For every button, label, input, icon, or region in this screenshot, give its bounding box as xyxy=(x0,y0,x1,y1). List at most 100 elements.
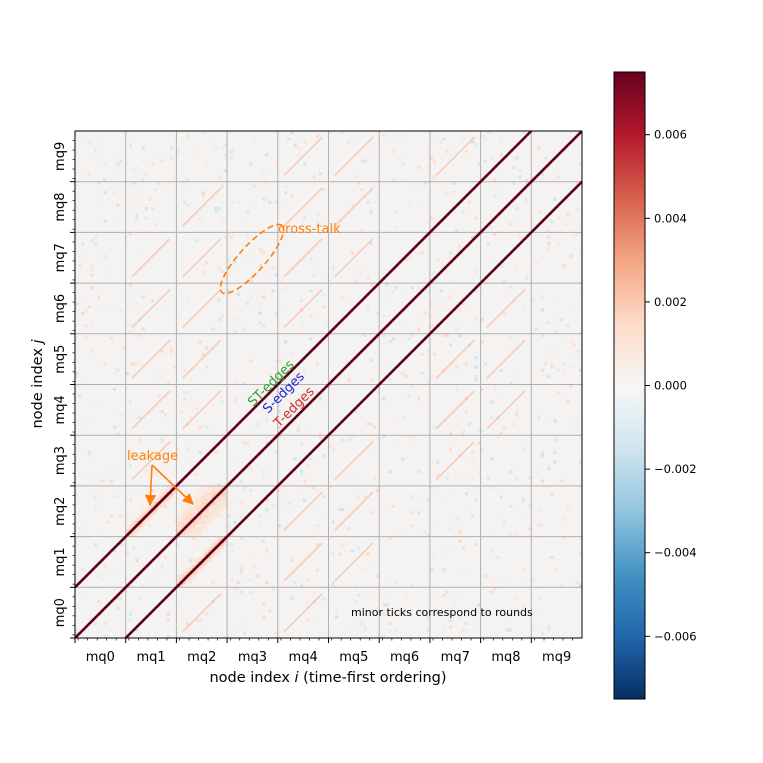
band-cell xyxy=(415,296,417,298)
noise-cell xyxy=(429,603,434,607)
band-cell xyxy=(126,635,129,637)
band-cell xyxy=(473,238,475,240)
band-cell xyxy=(274,436,277,439)
noise-cell xyxy=(252,184,256,189)
band-cell xyxy=(409,251,411,254)
leakage-cell xyxy=(192,508,196,512)
band-cell xyxy=(191,520,193,522)
leakage-cell xyxy=(166,489,171,493)
noise-cell xyxy=(480,131,484,135)
band-cell xyxy=(507,254,510,256)
leakage-cell xyxy=(195,517,199,521)
band-cell xyxy=(232,529,235,532)
band-cell xyxy=(521,190,523,192)
band-s-edges xyxy=(75,131,582,638)
crosstalk-line xyxy=(131,339,171,379)
noise-cell xyxy=(97,359,101,363)
noise-cell xyxy=(477,539,481,543)
noise-cell xyxy=(84,308,88,312)
noise-cell xyxy=(398,533,402,537)
noise-cell xyxy=(388,622,392,626)
band-cell xyxy=(229,481,232,484)
noise-cell xyxy=(151,542,155,547)
noise-cell xyxy=(540,333,544,337)
noise-cell xyxy=(157,368,161,372)
noise-cell xyxy=(322,495,326,499)
noise-cell xyxy=(277,181,281,185)
noise-cell xyxy=(467,200,472,204)
noise-cell xyxy=(249,295,253,299)
noise-cell xyxy=(78,264,82,268)
noise-cell xyxy=(537,523,541,528)
leakage-cell xyxy=(185,571,190,575)
noise-cell xyxy=(369,384,373,388)
band-cell xyxy=(85,574,88,577)
noise-cell xyxy=(490,409,494,414)
band-cell xyxy=(524,187,526,189)
leakage-cell xyxy=(189,514,193,518)
noise-cell xyxy=(230,533,234,537)
noise-cell xyxy=(363,159,367,163)
noise-cell xyxy=(116,495,120,499)
leakage-cell xyxy=(157,508,161,512)
noise-cell xyxy=(547,248,551,252)
noise-cell xyxy=(116,603,120,607)
band-cell xyxy=(501,260,503,263)
noise-cell xyxy=(575,181,579,185)
band-cell xyxy=(130,580,133,583)
noise-cell xyxy=(113,169,117,173)
noise-cell xyxy=(299,441,304,445)
noise-cell xyxy=(233,381,237,385)
noise-cell xyxy=(429,485,434,490)
noise-cell xyxy=(331,552,335,556)
crosstalk-line xyxy=(182,339,222,379)
noise-cell xyxy=(78,634,82,638)
noise-cell xyxy=(366,200,370,204)
noise-cell xyxy=(493,587,497,591)
leakage-cell xyxy=(151,504,155,509)
noise-cell xyxy=(192,558,196,562)
band-cell xyxy=(505,155,507,158)
leakage-cell xyxy=(141,520,145,524)
noise-cell xyxy=(239,568,243,572)
band-cell xyxy=(552,209,555,212)
leakage-cell xyxy=(217,539,221,543)
noise-cell xyxy=(128,232,133,236)
noise-cell xyxy=(537,590,541,594)
noise-cell xyxy=(265,153,269,157)
band-cell xyxy=(329,382,331,384)
band-cell xyxy=(290,420,293,423)
leakage-cell xyxy=(189,565,193,569)
noise-cell xyxy=(534,219,538,223)
noise-cell xyxy=(160,159,164,163)
noise-cell xyxy=(369,210,373,214)
noise-cell xyxy=(398,134,402,138)
band-cell xyxy=(114,596,117,599)
noise-cell xyxy=(572,235,576,239)
noise-cell xyxy=(290,596,294,600)
leakage-cell xyxy=(223,498,228,502)
noise-cell xyxy=(547,374,551,379)
noise-cell xyxy=(439,289,443,293)
y-tick-label: mq2 xyxy=(53,497,68,526)
noise-cell xyxy=(309,336,313,341)
noise-cell xyxy=(81,241,85,246)
noise-cell xyxy=(423,520,427,524)
band-cell xyxy=(354,356,357,359)
noise-cell xyxy=(372,349,377,353)
band-cell xyxy=(236,475,238,477)
noise-cell xyxy=(208,416,212,420)
band-cell xyxy=(149,510,152,513)
noise-cell xyxy=(274,311,278,315)
band-cell xyxy=(169,491,171,494)
colorbar-tick-label: −0.006 xyxy=(654,629,697,643)
noise-cell xyxy=(369,558,373,562)
noise-cell xyxy=(566,504,570,509)
leakage-cell xyxy=(223,492,228,496)
leakage-cell xyxy=(195,504,199,509)
noise-cell xyxy=(236,289,240,293)
crosstalk-label: cross-talk xyxy=(278,222,341,237)
crosstalk-line xyxy=(334,136,374,176)
leakage-cell xyxy=(182,511,186,515)
